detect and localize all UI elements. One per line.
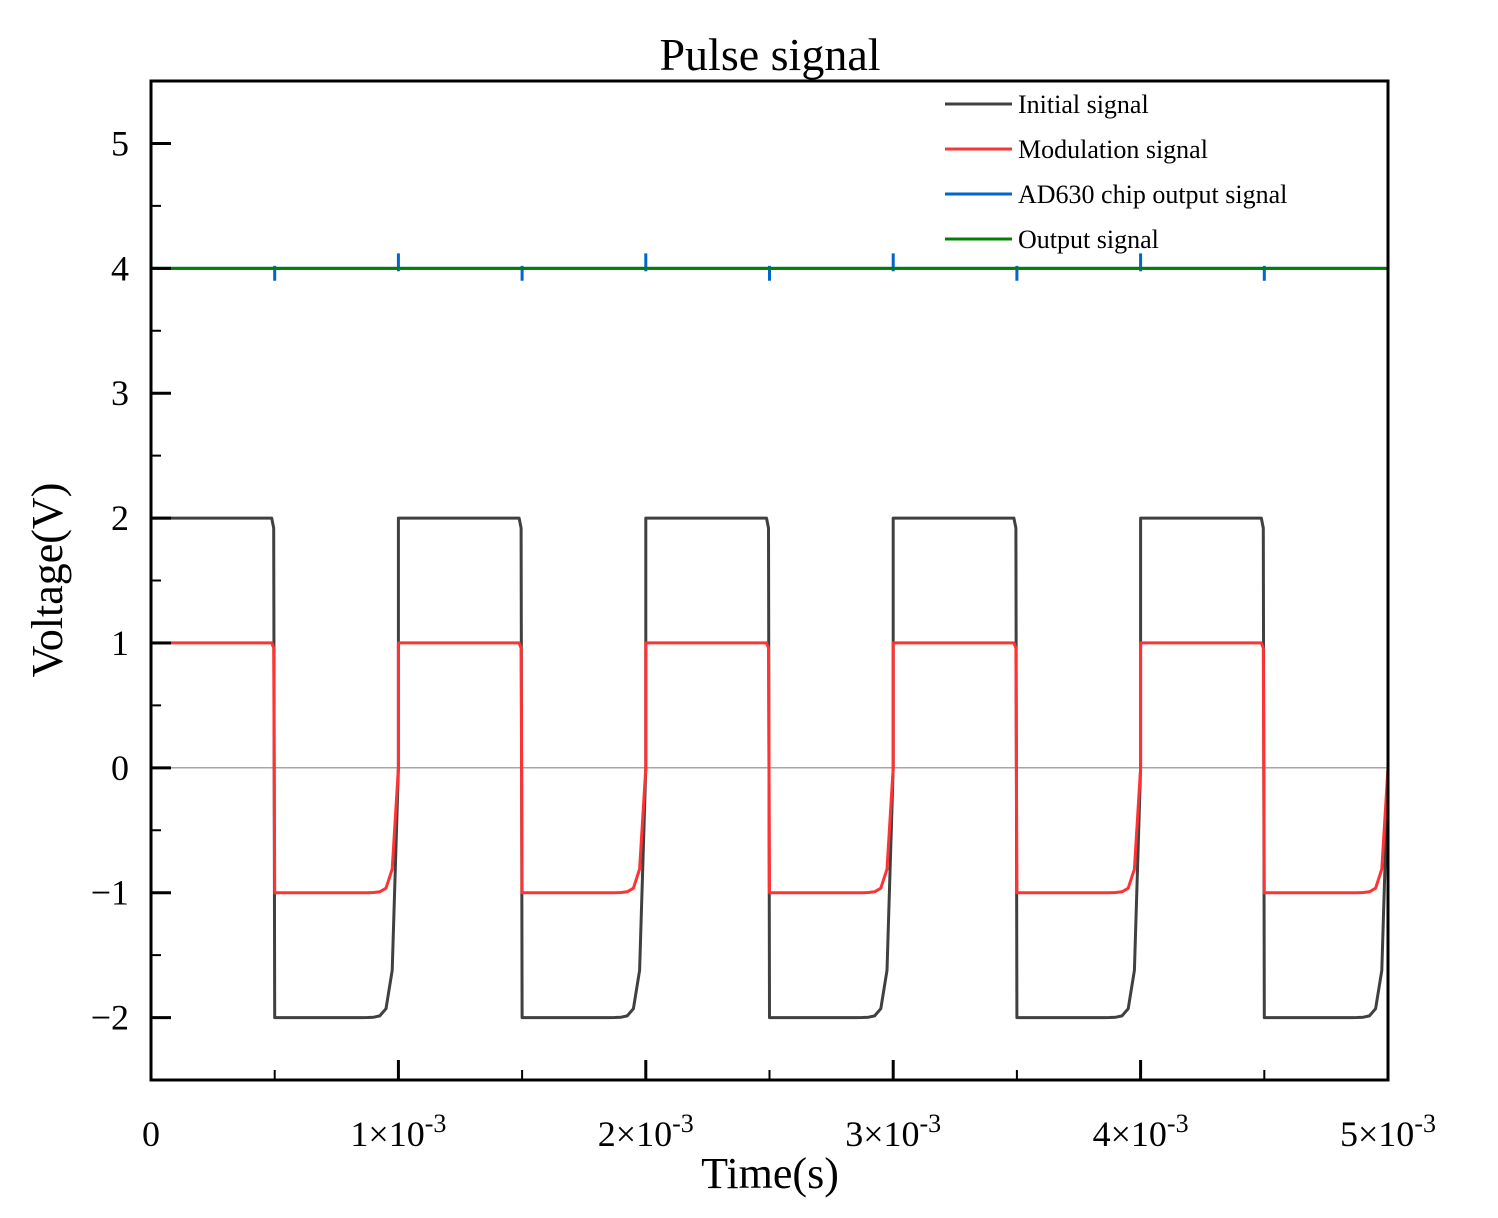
x-tick-label: 4×10-3 [1093, 1109, 1189, 1154]
x-tick-label: 2×10-3 [598, 1109, 694, 1154]
y-axis-label: Voltage(V) [23, 483, 72, 678]
legend-label: Modulation signal [1018, 135, 1208, 164]
series-line-modulation-signal [151, 641, 1390, 895]
y-tick-label: 2 [111, 498, 129, 538]
y-tick-label: 0 [111, 748, 129, 788]
legend-label: Output signal [1018, 225, 1159, 254]
legend-label: Initial signal [1018, 90, 1149, 119]
y-tick-label: −2 [91, 998, 129, 1038]
x-tick-label: 5×10-3 [1340, 1109, 1436, 1154]
series-line-initial-signal [151, 516, 1390, 1020]
y-tick-label: 5 [111, 123, 129, 163]
legend: Initial signal Modulation signal AD630 chi… [945, 90, 1287, 254]
y-tick-label: −1 [91, 873, 129, 913]
x-tick-label: 0 [142, 1114, 160, 1154]
x-tick-label: 1×10-3 [350, 1109, 446, 1154]
y-tick-label: 4 [111, 248, 129, 288]
x-axis-label: Time(s) [701, 1149, 839, 1198]
y-tick-label: 1 [111, 623, 129, 663]
legend-label: AD630 chip output signal [1018, 180, 1287, 209]
x-tick-label: 3×10-3 [845, 1109, 941, 1154]
y-tick-label: 3 [111, 373, 129, 413]
chart-title: Pulse signal [659, 29, 880, 80]
